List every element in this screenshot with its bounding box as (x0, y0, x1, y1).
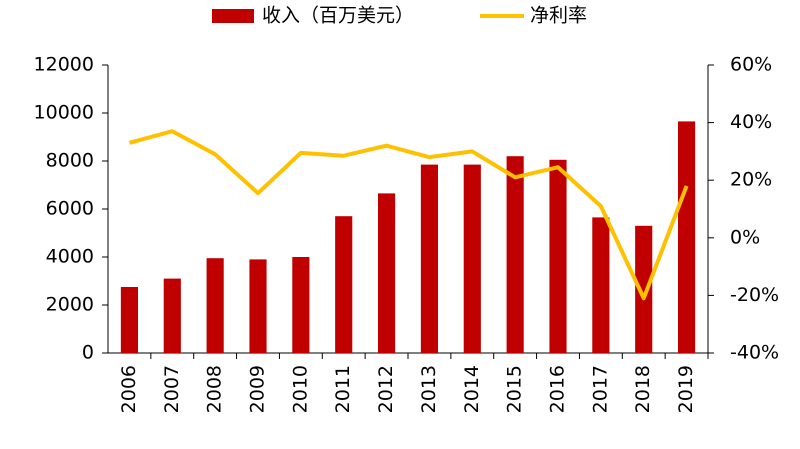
bar (249, 259, 267, 353)
legend-label: 净利率 (530, 5, 587, 27)
bar (592, 217, 610, 353)
x-tick-label: 2010 (289, 365, 311, 413)
x-tick-label: 2019 (675, 365, 697, 413)
y2-tick-label: 0% (730, 226, 760, 248)
x-tick-label: 2007 (161, 365, 183, 413)
y-tick-label: 2000 (46, 294, 94, 316)
bar (292, 257, 310, 353)
legend-swatch (212, 9, 254, 23)
bar (635, 225, 653, 353)
x-tick-label: 2006 (118, 365, 140, 413)
bar (206, 258, 224, 353)
bar (120, 287, 138, 353)
bar (335, 216, 353, 353)
y2-tick-label: 20% (730, 169, 772, 191)
y2-tick-label: -40% (730, 342, 779, 364)
line (128, 129, 689, 301)
bar (463, 164, 481, 353)
bar (678, 121, 696, 354)
bar (378, 193, 396, 353)
x-tick-label: 2015 (504, 365, 526, 413)
y2-tick-label: 60% (730, 54, 772, 76)
x-tick-label: 2016 (547, 365, 569, 413)
y-tick-label: 6000 (46, 198, 94, 220)
y-tick-label: 12000 (34, 54, 94, 76)
x-tick-label: 2009 (247, 365, 269, 413)
y2-tick-label: -20% (730, 284, 779, 306)
bar (420, 164, 438, 353)
x-tick-label: 2017 (589, 365, 611, 413)
y-tick-label: 10000 (34, 102, 94, 124)
legend-label: 收入（百万美元） (262, 5, 414, 27)
x-tick-label: 2018 (632, 365, 654, 413)
x-tick-label: 2008 (204, 365, 226, 413)
y-tick-label: 4000 (46, 246, 94, 268)
y-tick-label: 0 (82, 342, 94, 364)
x-tick-label: 2011 (332, 365, 354, 413)
bar (163, 278, 181, 353)
y2-tick-label: 40% (730, 111, 772, 133)
x-tick-label: 2012 (375, 365, 397, 413)
y-tick-label: 8000 (46, 150, 94, 172)
bar (506, 156, 524, 353)
bar (549, 159, 567, 353)
x-tick-label: 2014 (461, 365, 483, 413)
x-tick-label: 2013 (418, 365, 440, 413)
